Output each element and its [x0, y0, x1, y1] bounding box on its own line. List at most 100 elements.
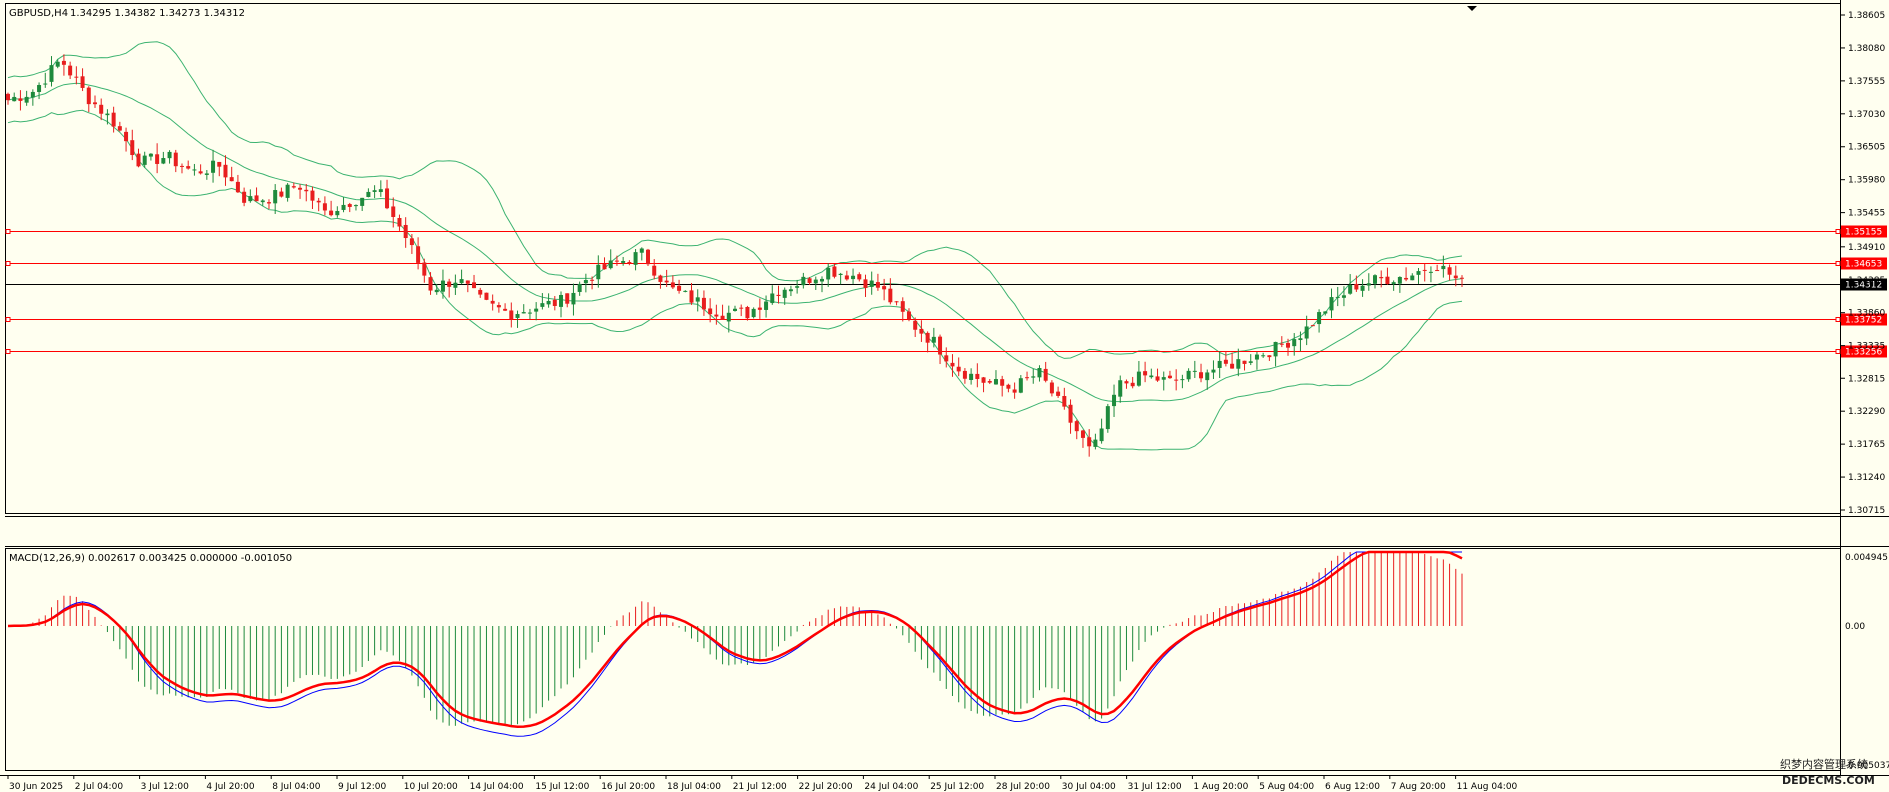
candle-bear [807, 278, 812, 283]
candle-bear [757, 307, 762, 310]
candle-bear [863, 279, 868, 288]
candle-bear [708, 308, 713, 315]
time-tick-label: 28 Jul 20:00 [996, 782, 1050, 792]
level-price-tag [1841, 313, 1887, 326]
candle-bull [1397, 276, 1402, 284]
candle-bear [490, 300, 495, 304]
candle-bear [465, 280, 470, 284]
bollinger-middle-band [7, 82, 1463, 403]
candle-bear [1286, 342, 1291, 348]
horizontal-levels[interactable]: 1.35155 1.34653 1.34312 1.33752 1.33256 [5, 225, 1887, 358]
candle-bull [43, 83, 48, 85]
level-price-tag-label: 1.33256 [1845, 348, 1882, 358]
macd-scale-bottom: -0.005037 [1845, 761, 1889, 771]
candle-bull [341, 204, 346, 210]
candle-bear [906, 311, 911, 320]
time-tick-label: 25 Jul 12:00 [930, 782, 984, 792]
candle-bull [1236, 359, 1241, 369]
candle-bear [99, 104, 104, 114]
watermark-line1: 织梦内容管理系统 [1780, 757, 1868, 771]
candle-bull [260, 200, 265, 203]
candle-bear [1080, 430, 1085, 438]
candle-bull [695, 297, 700, 302]
candle-bull [733, 308, 737, 311]
candle-bear [1006, 384, 1011, 389]
candle-bull [24, 96, 29, 103]
time-tick-label: 4 Jul 20:00 [206, 782, 255, 792]
candle-bull [248, 196, 253, 202]
candle-bull [515, 314, 520, 318]
candle-bull [335, 211, 340, 216]
candle-bear [472, 282, 477, 289]
level-line-handle [5, 349, 11, 354]
candle-bear [130, 140, 135, 156]
level-price-tag-label: 1.34653 [1845, 260, 1882, 270]
candle-bull [1391, 282, 1396, 285]
candle-bear [409, 238, 414, 246]
candle-bear [987, 381, 992, 383]
candle-bull [583, 280, 588, 284]
candle-bull [1112, 394, 1117, 407]
candle-bear [658, 275, 663, 282]
candle-bear [614, 260, 619, 262]
price-tick-label: 1.34910 [1848, 243, 1885, 253]
candle-bear [385, 188, 390, 209]
candle-bear [1012, 389, 1017, 393]
candle-bear [1199, 372, 1204, 379]
candle-bear [1167, 375, 1172, 379]
price-tick-label: 1.32290 [1848, 407, 1885, 417]
time-axis[interactable]: 30 Jun 2025 2 Jul 04:00 3 Jul 12:00 4 Jul 2… [7, 775, 1518, 792]
candle-bull [1292, 339, 1297, 347]
candle-bear [61, 60, 66, 65]
time-tick-label: 11 Aug 04:00 [1457, 782, 1518, 792]
candle-bull [534, 308, 539, 312]
candle-bear [1025, 377, 1030, 379]
candle-bull [1428, 271, 1433, 273]
price-tick-label: 1.31240 [1848, 473, 1885, 483]
price-tick-label: 1.33335 [1848, 342, 1885, 352]
candle-bear [291, 186, 296, 188]
candle-bear [117, 126, 122, 131]
candle-bear [1453, 275, 1458, 279]
time-tick-label: 9 Jul 12:00 [338, 782, 387, 792]
ohlc-readout: 1.34295 1.34382 1.34273 1.34312 [70, 8, 245, 19]
candle-bull [273, 190, 278, 204]
candle-bear [1062, 396, 1067, 407]
candle-bull [1317, 312, 1322, 325]
candle-bull [192, 169, 197, 171]
candle-bear [882, 286, 887, 290]
candle-bear [832, 266, 837, 277]
candle-bear [316, 200, 321, 203]
candle-bull [1248, 361, 1253, 363]
candle-bear [981, 377, 986, 383]
candle-bull [1360, 285, 1365, 291]
candle-bull [1161, 377, 1166, 380]
candle-bull [1341, 295, 1346, 298]
candle-bear [92, 102, 97, 105]
candle-bear [198, 171, 203, 174]
candle-bull [1105, 406, 1110, 430]
candle-bear [664, 280, 669, 283]
level-line-handle [5, 229, 11, 234]
candle-bear [714, 314, 719, 317]
candle-bull [540, 303, 545, 307]
time-tick-label: 3 Jul 12:00 [141, 782, 190, 792]
price-tick-label: 1.33860 [1848, 309, 1885, 319]
level-line-handle [5, 261, 11, 266]
level-line-handle [1835, 261, 1841, 266]
candle-bear [652, 265, 657, 276]
candle-bear [478, 289, 483, 295]
candlesticks [6, 54, 1464, 457]
candle-bear [720, 315, 725, 320]
chart-shift-marker-icon[interactable] [1467, 6, 1477, 11]
candle-bull [770, 293, 775, 304]
candle-bull [1348, 284, 1353, 294]
candle-bear [602, 264, 607, 270]
price-axis[interactable]: 1.38605 1.38080 1.37555 1.37030 1.36505 1.359… [1840, 11, 1885, 516]
candle-bull [795, 286, 800, 288]
candle-bear [484, 292, 489, 300]
candle-bull [285, 184, 290, 198]
candle-bull [869, 280, 874, 287]
